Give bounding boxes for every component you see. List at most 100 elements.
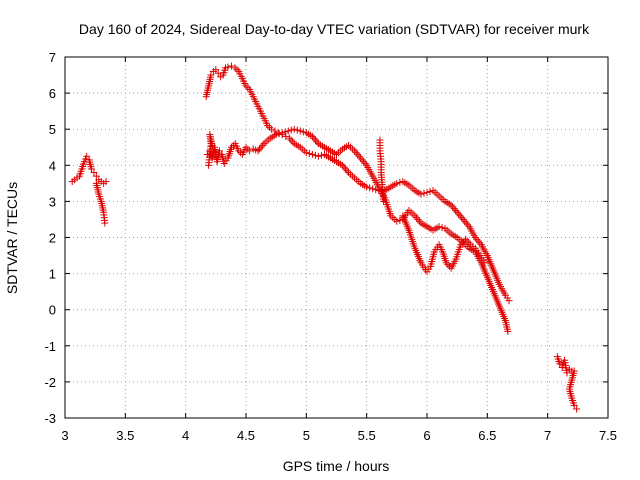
- data-point: [235, 67, 245, 80]
- data-point: [447, 257, 459, 272]
- data-point: [483, 252, 497, 272]
- x-tick-label: 5.5: [358, 428, 376, 443]
- x-tick-label: 4.5: [237, 428, 255, 443]
- data-point: [246, 85, 256, 98]
- data-point: [97, 197, 107, 214]
- data-point: [489, 266, 503, 286]
- x-tick-label: 5: [303, 428, 310, 443]
- chart-title: Day 160 of 2024, Sidereal Day-to-day VTE…: [79, 21, 590, 37]
- data-point: [95, 190, 104, 203]
- data-point: [254, 141, 267, 155]
- data-point: [92, 172, 100, 180]
- y-tick-label: 5: [49, 122, 56, 137]
- data-point: [452, 243, 464, 263]
- data-point: [100, 208, 109, 224]
- data-point: [215, 147, 223, 155]
- data-point: [466, 241, 477, 251]
- x-axis-label: GPS time / hours: [283, 458, 390, 474]
- data-point: [326, 147, 338, 157]
- data-point: [457, 237, 468, 249]
- data-point: [302, 149, 313, 158]
- data-point: [266, 132, 278, 142]
- data-point: [205, 73, 215, 90]
- data-point: [462, 235, 473, 247]
- data-point: [231, 140, 242, 152]
- data-point: [459, 215, 472, 229]
- series-segment-2-spike-2: [376, 136, 388, 205]
- data-point: [399, 178, 411, 188]
- data-point: [357, 154, 369, 167]
- data-point: [568, 394, 577, 407]
- axis-ticks: 3 3.5 4 4.5 5 5.5 6 6.5 7 7.5 -3 -2 -1 0 1 2 3 4 5 6 7: [44, 50, 617, 443]
- data-point: [339, 161, 351, 175]
- data-point: [405, 181, 417, 193]
- data-point: [235, 147, 245, 157]
- data-point: [260, 136, 272, 148]
- y-axis-label: SDTVAR / TECUs: [4, 182, 20, 294]
- data-point: [285, 134, 297, 146]
- data-point: [573, 405, 581, 413]
- x-tick-label: 7.5: [599, 428, 617, 443]
- series-segment-2-upper: [202, 62, 513, 305]
- data-point: [102, 178, 110, 186]
- data-point: [447, 201, 460, 214]
- data-point: [92, 179, 102, 196]
- grid: [65, 57, 608, 418]
- series-segment-3: [553, 353, 581, 413]
- y-tick-label: 6: [49, 86, 56, 101]
- data-point: [246, 147, 254, 155]
- data-point: [242, 82, 252, 92]
- y-tick-label: -3: [44, 411, 56, 426]
- data-point: [282, 132, 290, 140]
- data-point: [90, 169, 98, 177]
- data-point: [85, 156, 95, 171]
- data-point: [505, 297, 513, 305]
- data-point: [88, 165, 96, 173]
- data-points: [68, 62, 581, 413]
- data-point: [219, 66, 229, 79]
- data-point: [570, 401, 578, 409]
- data-point: [465, 223, 478, 239]
- data-point: [405, 226, 418, 250]
- y-tick-label: 1: [49, 267, 56, 282]
- data-point: [284, 126, 295, 135]
- data-point: [565, 385, 575, 400]
- series-segment-1-tail: [92, 179, 109, 227]
- data-point: [483, 273, 497, 294]
- data-point: [206, 131, 216, 147]
- data-point: [207, 71, 215, 79]
- series-segment-2-dip: [399, 212, 489, 276]
- data-point: [83, 152, 91, 160]
- data-point: [435, 192, 447, 204]
- data-point: [411, 212, 423, 225]
- data-point: [363, 161, 375, 178]
- data-point: [566, 367, 578, 391]
- data-point: [238, 146, 249, 158]
- x-tick-label: 6.5: [478, 428, 496, 443]
- data-point: [363, 183, 374, 192]
- data-point: [504, 327, 512, 335]
- data-point: [453, 208, 466, 222]
- data-point: [290, 125, 301, 134]
- data-point: [435, 241, 445, 254]
- data-point: [238, 75, 249, 87]
- data-point: [489, 288, 503, 308]
- data-point: [224, 63, 232, 71]
- y-tick-label: 3: [49, 194, 56, 209]
- y-tick-label: 7: [49, 50, 56, 65]
- data-point: [495, 302, 509, 322]
- y-tick-label: -1: [44, 339, 56, 354]
- y-tick-label: -2: [44, 375, 56, 390]
- data-point: [417, 189, 428, 198]
- data-point: [249, 93, 260, 106]
- data-point: [477, 259, 490, 279]
- x-tick-label: 3.5: [116, 428, 134, 443]
- data-point: [563, 369, 571, 377]
- y-tick-label: 0: [49, 303, 56, 318]
- data-point: [411, 244, 424, 265]
- data-point: [345, 141, 357, 153]
- data-point: [351, 147, 363, 160]
- data-point: [228, 62, 236, 70]
- data-point: [429, 224, 441, 234]
- data-point: [220, 157, 230, 167]
